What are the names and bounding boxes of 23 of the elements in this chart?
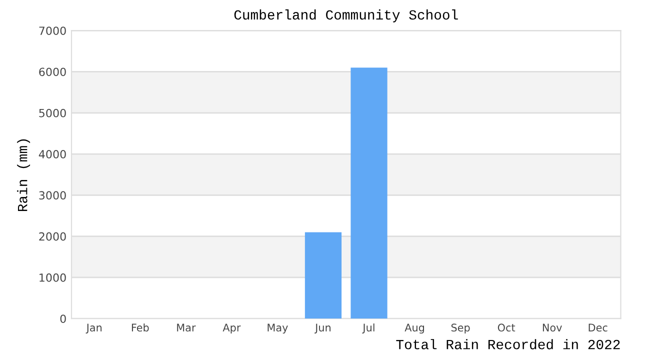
y-tick-label: 3000 [39,191,66,200]
x-tick-label: Jan [86,324,102,334]
x-tick-label: Oct [498,324,516,332]
x-tick-label: Aug [404,324,424,334]
x-tick-label: Mar [177,324,196,332]
x-tick-label: Jul [362,323,374,334]
x-axis-title: Total Rain Recorded in 2022 [396,339,620,350]
x-tick-label: Nov [542,324,562,332]
y-tick-label: 2000 [39,232,66,241]
y-axis-title: Rain (mm) [17,139,30,212]
y-tick-label: 7000 [39,26,66,35]
chart-title: Cumberland Community School [234,9,458,22]
x-tick-label: Apr [222,324,241,334]
y-tick-label: 1000 [40,273,66,282]
x-tick-label: Dec [588,324,608,332]
y-tick-label: 5000 [39,108,66,118]
x-tick-label: Jun [314,324,330,334]
x-tick-label: Feb [132,323,149,332]
x-tick-label: May [268,324,288,334]
x-tick-label: Sep [451,324,470,334]
y-tick-label: 0 [60,314,66,323]
y-tick-label: 4000 [38,150,66,158]
y-tick-label: 6000 [39,68,66,76]
